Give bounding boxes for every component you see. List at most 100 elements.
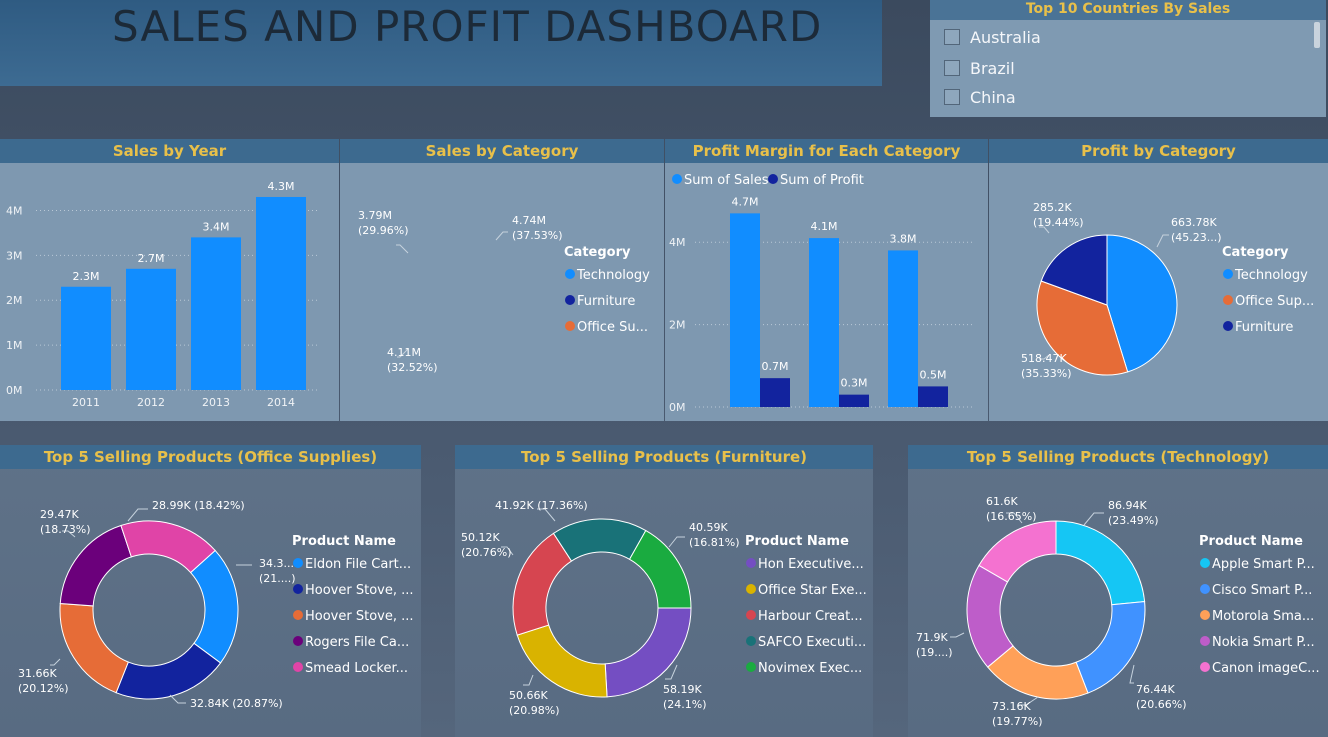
legend-label: Novimex Exec...: [758, 661, 862, 676]
leader-line: [1018, 696, 1039, 706]
data-label: 76.44K: [1136, 683, 1175, 696]
data-label-percent: (19.77%): [992, 715, 1043, 728]
slice: [115, 642, 222, 700]
y-tick-label: 2M: [669, 319, 686, 332]
legend-label: Sum of Sales: [684, 173, 769, 188]
legend-marker: [672, 174, 682, 184]
profit-margin-chart[interactable]: 0M 2M 4M Sum of Sales Sum of Profit 4.7M 4.1M 3…: [665, 163, 988, 421]
slicer-scrollbar[interactable]: [1314, 22, 1320, 48]
slice: [512, 532, 573, 636]
data-label-percent: (19....): [916, 646, 953, 659]
legend-marker: [293, 662, 303, 672]
data-label: 29.47K: [40, 508, 79, 521]
bar: [126, 268, 176, 390]
data-label: 3.8M: [890, 232, 917, 245]
slice: [59, 524, 132, 607]
y-tick-label: 1M: [6, 339, 23, 352]
legend-label: Furniture: [1235, 320, 1293, 335]
legend-marker: [293, 558, 303, 568]
legend-marker: [746, 610, 756, 620]
checkbox[interactable]: [944, 29, 960, 45]
chart-title: Sales by Category: [340, 139, 664, 163]
data-label: 61.6K: [986, 495, 1018, 508]
bar: [809, 238, 839, 407]
legend-title: Category: [564, 245, 631, 260]
legend-title: Product Name: [292, 534, 396, 549]
leader-line: [397, 348, 409, 358]
legend-label: Hoover Stove, ...: [305, 609, 414, 624]
leader-line: [50, 658, 61, 666]
sales-by-year-chart[interactable]: 0M 1M 2M 3M 4M 2.3M 2011 2.7M 2012 3.4M 2013 4.3M 20…: [0, 163, 339, 421]
legend-title: Product Name: [1199, 534, 1303, 549]
profit-by-category-chart[interactable]: 663.78K (45.23...) 518.47K (35.33%) 285.2K (1…: [989, 163, 1328, 421]
data-label: 2.7M: [138, 252, 165, 265]
y-tick-label: 0M: [669, 401, 686, 414]
data-label-percent: (16.81%): [689, 536, 740, 549]
data-label-percent: (29.96%): [358, 224, 409, 237]
leader-line: [1156, 234, 1169, 248]
legend-marker: [746, 662, 756, 672]
slicer-item-china[interactable]: China: [944, 85, 1016, 109]
data-label-percent: (35.33%): [1021, 367, 1072, 380]
chart-title: Profit by Category: [989, 139, 1328, 163]
data-label: 71.9K: [916, 631, 948, 644]
data-label: 50.66K: [509, 689, 548, 702]
data-label-percent: (37.53%): [512, 229, 563, 242]
chart-title: Top 5 Selling Products (Office Supplies): [0, 445, 421, 469]
data-label-percent: (19.44%): [1033, 216, 1084, 229]
legend-label: Technology: [1234, 268, 1308, 283]
top5-office-supplies-chart[interactable]: 34.3... (21....) 32.84K (20.87%) 31.66K (20.…: [0, 469, 421, 737]
slicer-item-brazil[interactable]: Brazil: [944, 56, 1015, 80]
data-label: 4.11M: [387, 346, 421, 359]
legend-label: Rogers File Ca...: [305, 635, 409, 650]
top5-furniture-chart[interactable]: 58.19K (24.1%) 50.66K (20.98%) 50.12K (20.76%…: [455, 469, 873, 737]
legend-title: Product Name: [745, 534, 849, 549]
data-label: 86.94K: [1108, 499, 1147, 512]
leader-line: [1129, 664, 1135, 684]
data-label-percent: (23.49%): [1108, 514, 1159, 527]
legend-marker: [746, 636, 756, 646]
legend-marker: [565, 295, 575, 305]
panel-top5-technology: Top 5 Selling Products (Technology) 86.9…: [908, 445, 1328, 737]
y-tick-label: 0M: [6, 384, 23, 397]
chart-title: Profit Margin for Each Category: [665, 139, 988, 163]
data-label: 50.12K: [461, 531, 500, 544]
slicer-item-australia[interactable]: Australia: [944, 25, 1041, 49]
data-label-percent: (20.12%): [18, 682, 69, 695]
data-label: 4.74M: [512, 214, 546, 227]
data-label-percent: (45.23...): [1171, 231, 1222, 244]
country-slicer[interactable]: Top 10 Countries By Sales Australia Braz…: [930, 0, 1326, 117]
bar: [730, 213, 760, 407]
data-label: 3.79M: [358, 209, 392, 222]
top5-technology-chart[interactable]: 86.94K (23.49%) 76.44K (20.66%) 73.16K (19.77…: [908, 469, 1328, 737]
data-label: 28.99K (18.42%): [152, 499, 245, 512]
sales-by-category-chart[interactable]: 4.74M (37.53%) 4.11M (32.52%) 3.79M (29.96%) C…: [340, 163, 664, 421]
legend-label: Office Star Exe...: [758, 583, 867, 598]
data-label: 3.4M: [203, 220, 230, 233]
data-label-percent: (20.66%): [1136, 698, 1187, 711]
data-label: 41.92K (17.36%): [495, 499, 588, 512]
leader-line: [950, 632, 965, 638]
legend-label: Hon Executive...: [758, 557, 864, 572]
legend-marker: [746, 584, 756, 594]
data-label: 518.47K: [1021, 352, 1067, 365]
data-label-percent: (20.76%): [461, 546, 512, 559]
legend-label: Office Su...: [577, 320, 648, 335]
data-label-percent: (24.1%): [663, 698, 707, 711]
legend-label: Technology: [576, 268, 650, 283]
x-tick-label: 2012: [137, 396, 165, 409]
legend-label: Apple Smart P...: [1212, 557, 1315, 572]
data-label: 58.19K: [663, 683, 702, 696]
leader-line: [396, 244, 409, 254]
legend-marker: [1223, 295, 1233, 305]
slice: [628, 529, 692, 609]
legend-label: Harbour Creat...: [758, 609, 863, 624]
legend-label: SAFCO Executi...: [758, 635, 866, 650]
checkbox[interactable]: [944, 89, 960, 105]
legend-marker: [1223, 269, 1233, 279]
legend-label: Hoover Stove, ...: [305, 583, 414, 598]
y-tick-label: 3M: [6, 249, 23, 262]
title-band: [0, 0, 882, 86]
checkbox[interactable]: [944, 60, 960, 76]
slice: [1055, 520, 1146, 606]
